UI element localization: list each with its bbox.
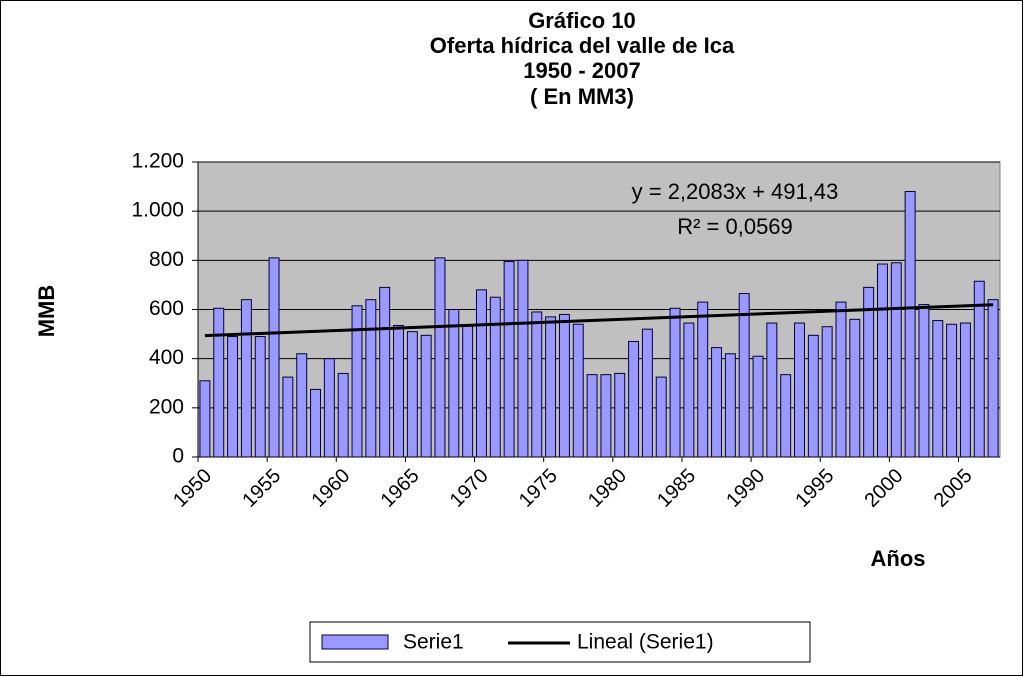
y-tick-label: 1.200: [131, 150, 184, 173]
bar: [683, 322, 695, 458]
bar: [393, 324, 404, 458]
bar: [503, 261, 515, 458]
bar: [282, 376, 294, 458]
bar: [752, 355, 764, 458]
bar: [227, 336, 239, 458]
legend-label: Lineal (Serie1): [577, 631, 714, 654]
bar: [766, 322, 778, 458]
bar: [628, 340, 640, 458]
bar: [254, 336, 266, 458]
bar: [780, 374, 792, 458]
bar: [448, 309, 460, 458]
bar: [420, 334, 432, 458]
bar: [641, 328, 653, 458]
bar: [462, 324, 474, 458]
bar: [558, 313, 570, 458]
bar: [655, 376, 667, 458]
bar: [406, 331, 418, 458]
bar: [572, 323, 584, 458]
bar: [807, 334, 819, 458]
bar: [697, 301, 709, 458]
bar: [614, 372, 626, 458]
y-tick-label: 0: [172, 445, 184, 468]
bar: [794, 322, 805, 458]
legend-swatch: [321, 634, 389, 650]
bar: [586, 374, 598, 458]
bar: [890, 262, 902, 458]
bar: [711, 347, 723, 458]
bar: [987, 299, 999, 458]
bar: [932, 320, 944, 458]
bar: [475, 289, 487, 458]
bar: [738, 293, 750, 458]
trend-r-squared: R² = 0,0569: [677, 214, 793, 239]
bar: [365, 299, 377, 458]
bar: [296, 353, 308, 458]
bar: [600, 374, 612, 458]
bar: [918, 304, 930, 458]
bar: [310, 388, 322, 458]
bar: [545, 316, 557, 458]
bar: [946, 323, 958, 458]
bar: [973, 280, 985, 458]
bar: [379, 286, 391, 458]
bar: [863, 286, 875, 458]
y-axis-label: MMB: [34, 285, 59, 338]
bar: [517, 259, 529, 458]
bar: [489, 296, 501, 458]
bar: [724, 353, 736, 458]
bar: [669, 307, 681, 458]
bar: [959, 322, 971, 458]
bar: [268, 257, 280, 458]
bar: [213, 307, 225, 458]
chart-title: Oferta hídrica del valle de Ica: [430, 33, 735, 58]
legend-label: Serie1: [403, 631, 464, 654]
bar: [240, 299, 252, 458]
x-axis-label: Años: [871, 546, 926, 571]
bar: [904, 191, 916, 458]
chart-title: Gráfico 10: [528, 8, 636, 33]
y-tick-label: 600: [149, 297, 184, 320]
bar: [323, 358, 335, 458]
bar: [821, 326, 833, 458]
bar: [434, 257, 446, 458]
bar: [531, 311, 543, 458]
bar: [337, 372, 349, 458]
bar: [199, 380, 211, 458]
y-tick-label: 400: [149, 346, 184, 369]
trend-line: [204, 303, 994, 338]
bar: [835, 301, 847, 458]
trend-equation: y = 2,2083x + 491,43: [632, 179, 839, 204]
y-tick-label: 200: [149, 395, 184, 418]
chart-title: 1950 - 2007: [523, 58, 640, 83]
y-tick-label: 800: [149, 248, 184, 271]
bar: [876, 263, 888, 458]
bar: [849, 318, 861, 458]
y-tick-label: 1.000: [131, 199, 184, 222]
chart-title: ( En MM3): [530, 84, 634, 109]
